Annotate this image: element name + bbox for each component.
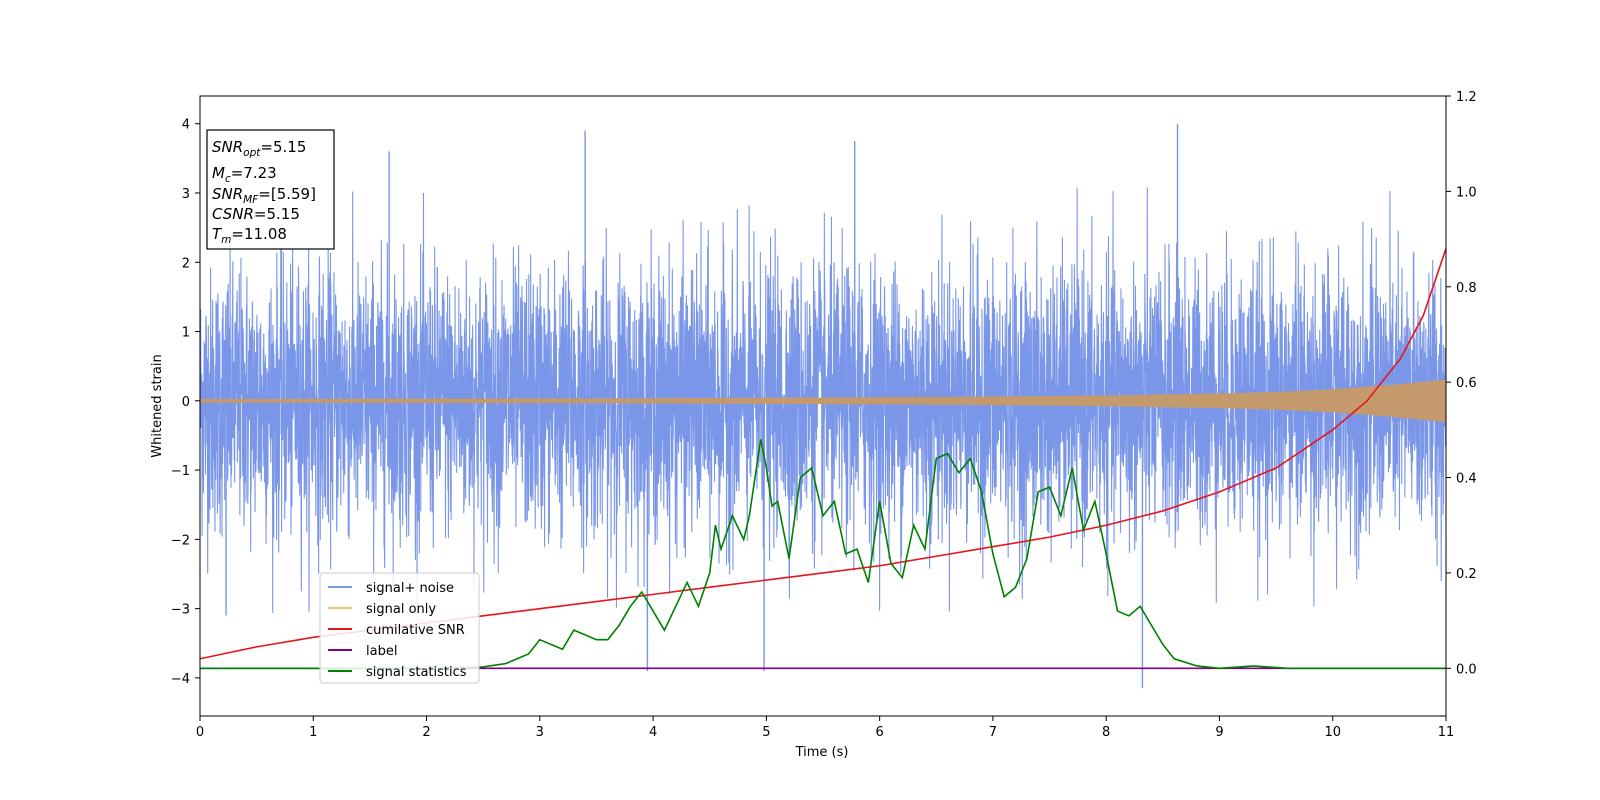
x-tick-label: 1	[309, 725, 317, 740]
y-tick-label: 1	[182, 326, 190, 341]
x-axis: 0 1 2 3 4 5 6 7 8 9 10 11	[196, 716, 1454, 740]
y-tick-label: −4	[171, 672, 190, 687]
signal-only-band	[200, 379, 1446, 423]
annotation-snr-opt: SNRopt=5.15	[212, 138, 306, 159]
x-tick-label: 4	[649, 725, 657, 740]
y-tick-label: 2	[182, 256, 190, 271]
y2-tick-label: 0.0	[1456, 662, 1477, 677]
x-axis-label: Time (s)	[795, 745, 849, 760]
x-tick-label: 3	[536, 725, 544, 740]
legend-entry-label: cumilative SNR	[366, 623, 465, 638]
annotation-box: SNRopt=5.15 Mc=7.23 SNRMF=[5.59] CSNR=5.…	[206, 129, 335, 250]
x-tick-label: 7	[989, 725, 997, 740]
x-tick-label: 2	[422, 725, 430, 740]
annotation-tm: Tm=11.08	[212, 225, 287, 246]
y-tick-label: 4	[182, 118, 190, 133]
x-tick-label: 5	[762, 725, 770, 740]
y-tick-label: −3	[171, 603, 190, 618]
legend-entry-label: signal statistics	[366, 665, 467, 680]
y2-tick-label: 0.8	[1456, 281, 1477, 296]
x-tick-label: 11	[1438, 725, 1455, 740]
signal-envelope	[200, 379, 1446, 423]
annotation-mc: Mc=7.23	[212, 164, 277, 185]
y2-tick-label: 0.6	[1456, 376, 1477, 391]
annotation-csnr: CSNR=5.15	[212, 205, 300, 223]
legend: signal+ noise signal only cumilative SNR la…	[319, 572, 480, 684]
y-axis-left: −4 −3 −2 −1 0 1 2 3 4	[171, 118, 200, 687]
y2-tick-label: 1.2	[1456, 90, 1477, 105]
x-tick-label: 0	[196, 725, 204, 740]
y-tick-label: 0	[182, 395, 190, 410]
y-axis-label: Whitened strain	[150, 354, 165, 457]
y-axis-right: 0.0 0.2 0.4 0.6 0.8 1.0 1.2	[1446, 90, 1477, 677]
legend-entry-label: signal only	[366, 602, 436, 617]
y2-tick-label: 0.2	[1456, 567, 1477, 582]
y2-tick-label: 0.4	[1456, 472, 1477, 487]
y-tick-label: 3	[182, 187, 190, 202]
x-tick-label: 9	[1215, 725, 1223, 740]
annotation-snr-mf: SNRMF=[5.59]	[212, 185, 316, 206]
x-tick-label: 8	[1102, 725, 1110, 740]
plot-frame	[199, 95, 1447, 717]
x-tick-label: 10	[1324, 725, 1341, 740]
y2-tick-label: 1.0	[1456, 185, 1477, 200]
y-tick-label: −1	[171, 464, 190, 479]
legend-entry-label: label	[366, 644, 397, 659]
legend-entry-label: signal+ noise	[366, 581, 454, 596]
signal-statistics-line	[200, 439, 1446, 670]
x-tick-label: 6	[875, 725, 883, 740]
y-tick-label: −2	[171, 533, 190, 548]
